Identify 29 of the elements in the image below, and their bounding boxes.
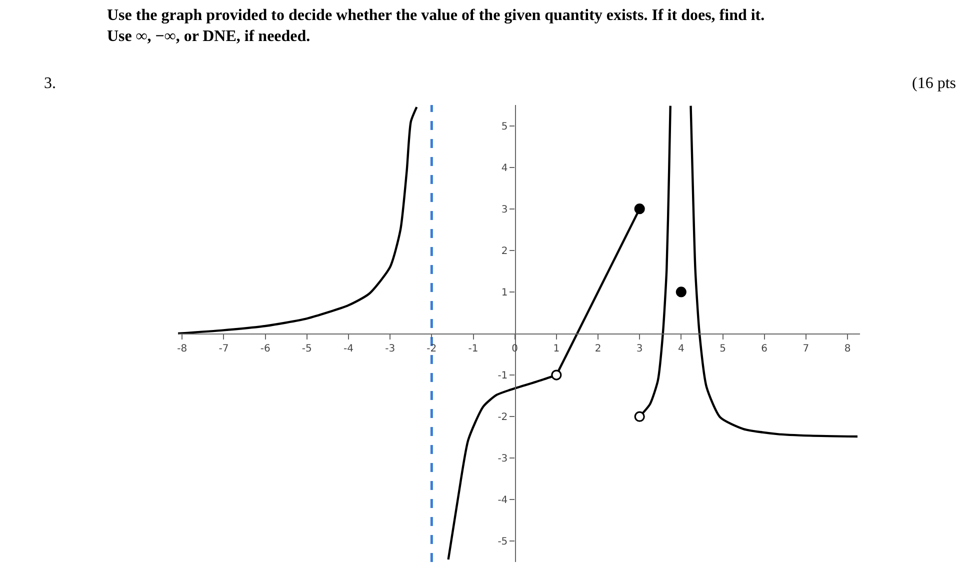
- x-tick-label: 7: [802, 344, 810, 355]
- text: (16 pts: [912, 75, 956, 92]
- y-tick-label: -3: [498, 454, 508, 465]
- y-tick-label: 1: [501, 287, 508, 298]
- x-tick-label: 1: [553, 344, 560, 355]
- x-tick-label: -5: [302, 344, 312, 355]
- y-tick-label: -2: [498, 412, 508, 424]
- x-tick-label: 6: [761, 344, 768, 355]
- y-tick-label: -4: [498, 495, 508, 506]
- text: 3.: [44, 75, 56, 92]
- x-tick-label: 3: [636, 344, 643, 355]
- x-tick-label: -4: [344, 344, 354, 355]
- x-tick-label: -7: [218, 344, 229, 355]
- y-tick-label: 3: [501, 204, 508, 216]
- y-tick-label: 2: [501, 246, 508, 257]
- x-tick-label: -3: [385, 344, 396, 355]
- x-tick-label: 4: [678, 344, 684, 355]
- x-tick-label: -8: [177, 344, 188, 355]
- chart-title: Use the graph provided to decide whether the value of the given quantity exists. If it does, find it. Use ∞, −∞, or DNE, if needed.: [107, 7, 765, 45]
- x-tick-label: -1: [468, 344, 478, 355]
- x-tick-label: -6: [260, 344, 270, 355]
- y-tick-label: -1: [498, 370, 508, 382]
- y-tick-label: 4: [501, 162, 508, 174]
- x-tick-label: 8: [844, 344, 851, 355]
- x-tick-label: 2: [594, 344, 602, 355]
- x-tick-label: 5: [720, 344, 726, 355]
- y-tick-label: -5: [498, 536, 508, 548]
- y-tick-label: 5: [501, 121, 508, 132]
- x-tick-label: -2: [426, 344, 437, 355]
